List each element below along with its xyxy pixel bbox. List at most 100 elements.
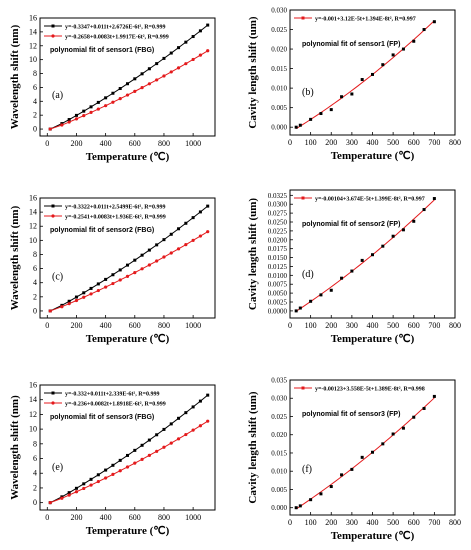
data-point (177, 416, 181, 420)
x-axis-title: Temperature (℃) (331, 333, 415, 345)
data-point (147, 82, 151, 86)
data-point (111, 472, 115, 477)
y-tick-label: 0.015 (271, 65, 287, 73)
data-point (198, 210, 202, 214)
data-point (206, 23, 210, 27)
data-point (177, 46, 181, 50)
plot-frame (39, 197, 216, 319)
y-tick-label: 8 (33, 439, 37, 448)
data-point (422, 406, 426, 410)
x-axis-title: Temperature (℃) (331, 530, 415, 542)
data-point (191, 216, 195, 220)
data-point (67, 491, 71, 495)
y-tick-label: 4 (33, 469, 37, 478)
data-point (162, 255, 166, 259)
x-tick-label: 400 (367, 518, 379, 527)
data-point (329, 288, 333, 292)
data-point (96, 107, 100, 111)
y-tick-label: 0.0225 (268, 227, 288, 235)
data-point (125, 465, 130, 469)
data-point (294, 506, 298, 510)
x-tick-label: 600 (408, 138, 420, 147)
y-axis-title: Wavelength shift (nm) (9, 205, 21, 310)
data-point (198, 424, 203, 428)
data-point (350, 92, 354, 96)
data-point (319, 112, 323, 116)
data-point (89, 292, 93, 296)
fit-curve (295, 199, 435, 312)
data-point (401, 47, 405, 51)
data-point (82, 114, 86, 118)
x-tick-label: 500 (387, 518, 399, 527)
data-point (329, 108, 333, 112)
data-point (162, 238, 166, 242)
x-tick-label: 300 (346, 321, 358, 330)
data-point (147, 248, 151, 252)
data-point (118, 87, 122, 91)
data-point (381, 244, 385, 248)
x-tick-label: 0 (288, 138, 292, 147)
series-line (50, 420, 208, 504)
data-point (96, 479, 100, 484)
y-axis-title: Wavelength shift (nm) (9, 395, 21, 500)
data-point (111, 100, 115, 104)
y-axis-title: Cavity length shift (um) (247, 391, 259, 503)
x-tick-label: 200 (325, 138, 337, 147)
series-line (49, 205, 209, 312)
x-axis-title: Temperature (℃) (86, 525, 170, 537)
data-point (184, 221, 188, 225)
data-point (111, 91, 115, 95)
data-point (381, 442, 385, 446)
y-tick-label: 6 (33, 264, 37, 273)
data-point (340, 276, 344, 280)
series-line (50, 50, 208, 130)
data-point (340, 473, 344, 477)
data-point (340, 95, 344, 99)
y-tick-label: 2 (33, 483, 37, 492)
x-axis-title: Temperature (℃) (86, 333, 170, 345)
data-point (432, 20, 436, 24)
data-point (60, 123, 64, 127)
data-point (125, 93, 130, 97)
data-point (82, 291, 86, 295)
data-point (67, 120, 71, 124)
x-tick-label: 1000 (185, 513, 201, 522)
series-line (49, 394, 209, 504)
data-point (118, 268, 122, 272)
legend-entry: y=-0.236+0.0082t+1.8918E-6t², R=0.999 (65, 402, 166, 408)
data-point (191, 405, 195, 409)
fit-title: polynomial fit of sensor3 (FP) (302, 411, 400, 418)
data-point (74, 117, 79, 121)
y-tick-label: 12 (29, 41, 37, 50)
y-tick-label: 2 (33, 292, 37, 301)
y-tick-label: 0.0275 (268, 210, 288, 218)
legend-marker (51, 391, 55, 395)
data-point (111, 463, 115, 467)
x-tick-label: 600 (129, 513, 141, 522)
y-tick-label: 14 (29, 395, 37, 404)
data-point (298, 123, 302, 127)
y-tick-label: 0.0300 (268, 201, 288, 209)
data-point (198, 29, 202, 33)
y-tick-label: 0.025 (271, 26, 287, 34)
data-point (350, 269, 354, 273)
x-tick-label: 500 (387, 321, 399, 330)
data-point (412, 415, 416, 419)
y-tick-label: 16 (29, 14, 37, 23)
x-tick-label: 800 (449, 518, 461, 527)
data-point (133, 77, 137, 81)
y-tick-label: 0 (33, 306, 37, 315)
legend-marker (51, 214, 55, 218)
data-point (319, 293, 323, 297)
x-tick-label: 200 (325, 321, 337, 330)
x-tick-label: 700 (428, 518, 440, 527)
x-tick-label: 800 (449, 321, 461, 330)
data-point (432, 394, 436, 398)
data-point (184, 40, 188, 44)
data-point (294, 125, 298, 129)
y-tick-label: 0.010 (271, 85, 287, 93)
data-point (391, 53, 395, 57)
x-tick-label: 600 (408, 518, 420, 527)
x-tick-label: 1000 (185, 139, 201, 148)
data-point (422, 28, 426, 32)
